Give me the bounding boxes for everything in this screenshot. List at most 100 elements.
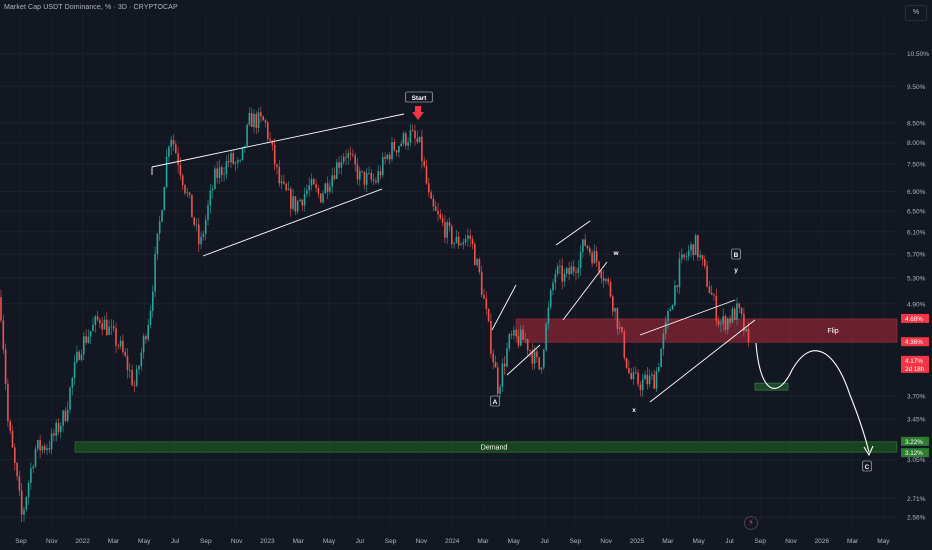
candle-body — [221, 167, 223, 176]
candle — [722, 308, 724, 331]
time-tick-label-14: 2024 — [445, 538, 460, 545]
price-axis[interactable]: 10.50% 9.50% 8.50% 8.00% 7.50% 6.90% 6.50% 6.10… — [901, 51, 929, 522]
candle — [538, 357, 540, 371]
percent-scale-button[interactable]: % — [905, 5, 927, 21]
candle-body — [474, 244, 476, 266]
candle — [227, 154, 230, 167]
candle — [188, 191, 191, 199]
candle — [536, 349, 538, 363]
candle — [94, 314, 97, 333]
candle — [239, 158, 241, 163]
candle — [25, 495, 28, 512]
price-tick-label-3: 8.00% — [907, 140, 926, 147]
time-axis[interactable]: Sep Nov 2022 Mar May Jul Sep Nov 2023 Mar May Jul Se… — [15, 538, 890, 545]
candle — [76, 345, 78, 365]
candle-body — [246, 124, 248, 146]
candle — [490, 313, 492, 358]
time-tick-label-18: Sep — [570, 538, 582, 545]
time-tick-label-7: Nov — [231, 538, 243, 545]
candle — [115, 322, 117, 354]
candle — [398, 145, 400, 158]
candle — [681, 248, 683, 264]
price-tick-label-6: 6.50% — [907, 208, 926, 215]
annotations: Start Aw x By C — [405, 91, 872, 472]
candle — [430, 189, 432, 200]
candle — [43, 443, 46, 454]
candle-body — [172, 139, 175, 145]
candle-body — [384, 156, 386, 159]
candle — [175, 140, 177, 154]
candle-body — [388, 154, 391, 160]
candle-body — [9, 421, 11, 431]
candle — [32, 464, 34, 473]
trend-line-7 — [639, 299, 736, 336]
projection-path — [755, 342, 870, 453]
candle — [480, 266, 483, 298]
time-tick-label-6: Sep — [200, 538, 212, 545]
candle-body — [533, 351, 536, 364]
candle-body — [191, 194, 193, 218]
candle-body — [370, 172, 373, 180]
price-tag-3: 2d 18h — [905, 366, 925, 373]
candle — [662, 329, 665, 356]
price-tick-label-4: 7.50% — [907, 161, 926, 168]
candle-body — [462, 242, 465, 245]
candle-body — [71, 377, 74, 388]
candle-body — [469, 235, 471, 239]
candle — [524, 332, 527, 344]
price-tick-label-9: 5.30% — [907, 276, 926, 283]
lightning-icon[interactable]: ⚡ — [744, 516, 758, 530]
price-tick-label-8: 5.70% — [907, 252, 926, 259]
candle-body — [230, 153, 232, 163]
candle — [41, 444, 44, 454]
candle — [11, 425, 14, 448]
candle-body — [589, 248, 591, 253]
candle — [246, 123, 248, 148]
candle — [80, 349, 83, 362]
time-tick-label-23: Jul — [725, 538, 734, 545]
candle-body — [248, 113, 251, 125]
candle — [483, 288, 485, 299]
candle-body — [655, 371, 658, 389]
price-tag-0: 4.68% — [905, 316, 923, 323]
candle — [253, 109, 255, 134]
candle-body — [460, 244, 462, 246]
candle — [83, 332, 85, 361]
target-box — [754, 382, 789, 391]
candle-body — [660, 348, 662, 368]
candle-body — [644, 374, 646, 380]
time-tick-label-2: 2022 — [75, 538, 90, 545]
candle — [487, 308, 490, 323]
candle-body — [377, 171, 379, 183]
candle-body — [269, 138, 271, 141]
candle-body — [195, 224, 198, 226]
candle-body — [152, 291, 154, 311]
candle — [329, 180, 331, 195]
candle — [520, 325, 522, 347]
candle — [324, 182, 327, 194]
candle-body — [41, 446, 44, 451]
candle — [303, 187, 306, 212]
candle-body — [227, 161, 230, 163]
candle — [623, 329, 626, 361]
candle-body — [464, 238, 467, 243]
candle — [347, 149, 350, 165]
candle — [273, 138, 276, 170]
candle-body — [448, 222, 451, 227]
candle-body — [115, 328, 117, 346]
candle — [503, 356, 506, 375]
candle — [216, 161, 218, 184]
candle-body — [354, 155, 356, 165]
candle — [112, 320, 115, 332]
candle — [510, 330, 513, 340]
candle-body — [257, 112, 260, 128]
annotation-b: B — [734, 252, 739, 259]
candle-body — [168, 146, 170, 157]
candle-body — [485, 298, 488, 309]
candle-body — [37, 440, 39, 449]
candle-body — [326, 183, 329, 192]
candle — [531, 343, 534, 370]
candle-body — [372, 179, 375, 181]
candle — [469, 228, 471, 247]
